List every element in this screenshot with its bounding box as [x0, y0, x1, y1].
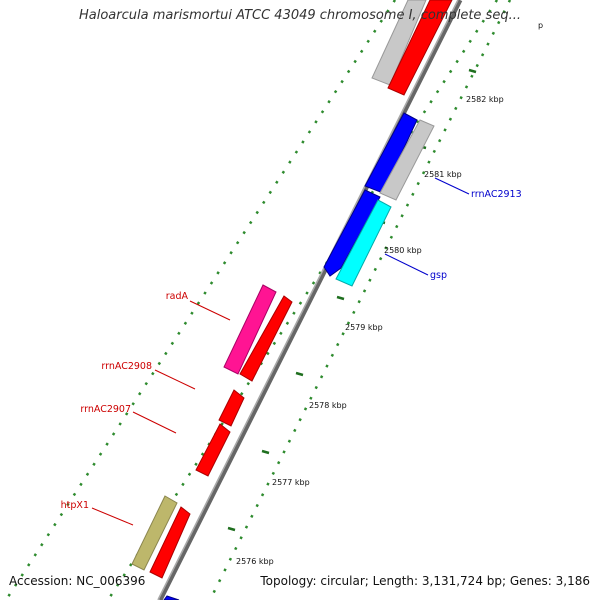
- gene-label-gsp[interactable]: gsp: [430, 270, 447, 281]
- map-title: Haloarcula marismortui ATCC 43049 chromo…: [79, 8, 521, 23]
- topology-label: Topology: circular; Length: 3,131,724 bp…: [260, 574, 590, 588]
- feature-gsp-blue: [323, 189, 381, 277]
- feature-grey-mid: [379, 119, 435, 201]
- feature-radA-magenta: [223, 284, 277, 375]
- feature-red-top: [387, 0, 453, 96]
- feature-red-bottom: [149, 506, 191, 579]
- gene-label-radA[interactable]: radA: [166, 291, 189, 302]
- genome-backbone: [157, 0, 463, 600]
- tick-label-2579: 2579 kbp: [345, 323, 383, 332]
- gene-label-rrnAC2908[interactable]: rrnAC2908: [101, 361, 152, 372]
- right-tick-track: [208, 0, 512, 600]
- feature-red-radA-pair: [239, 295, 293, 382]
- tick-label-partial: p: [538, 21, 543, 30]
- gene-label-rrnAC2907[interactable]: rrnAC2907: [80, 404, 131, 415]
- gene-label-rrnAC2913[interactable]: rrnAC2913: [471, 189, 522, 200]
- genome-backbone-highlight: [157, 0, 459, 600]
- tick-label-2582: 2582 kbp: [466, 95, 504, 104]
- feature-htpX1-olive: [131, 495, 178, 571]
- tick-label-2580: 2580 kbp: [384, 246, 422, 255]
- feature-rrnAC2908-red: [218, 389, 245, 427]
- accession-label: Accession: NC_006396: [9, 574, 146, 588]
- gene-label-htpX1[interactable]: htpX1: [61, 500, 89, 511]
- tick-label-2576: 2576 kbp: [236, 557, 274, 566]
- tick-label-2581: 2581 kbp: [424, 170, 462, 179]
- feature-blue-bottom: [163, 595, 180, 600]
- feature-rrnAC2907-red: [195, 423, 231, 477]
- feature-cyan: [335, 199, 392, 287]
- tick-label-2577: 2577 kbp: [272, 478, 310, 487]
- label-connectors: [91, 177, 470, 526]
- tick-label-2578: 2578 kbp: [309, 401, 347, 410]
